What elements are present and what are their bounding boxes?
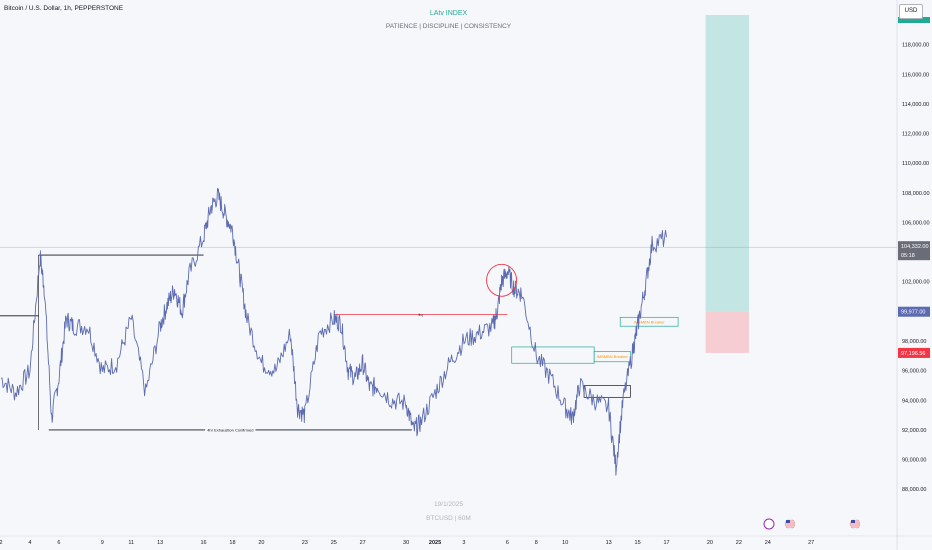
watermark-date: 19/1/2025 bbox=[434, 501, 463, 508]
stop-price-tag: 97,196.56 bbox=[901, 351, 925, 357]
x-tick-label: 20 bbox=[258, 540, 264, 546]
current-price-tag-bg bbox=[898, 241, 930, 261]
y-tick-label: 92,000.00 bbox=[902, 428, 926, 434]
x-tick-label: 9 bbox=[101, 540, 104, 546]
y-tick-label: 90,000.00 bbox=[902, 458, 926, 464]
level-label: liq bbox=[419, 312, 423, 317]
stop-price-tag-bg bbox=[898, 347, 930, 358]
us-flag-canton bbox=[851, 520, 855, 523]
plot-background bbox=[0, 0, 897, 536]
us-flag-canton bbox=[786, 520, 790, 523]
zone-label: IMBMBN Breaker bbox=[634, 319, 666, 324]
x-tick-label: 6 bbox=[506, 540, 509, 546]
y-tick-label: 114,000.00 bbox=[902, 102, 929, 108]
crypto-event-icon[interactable] bbox=[763, 518, 775, 530]
x-tick-label: 15 bbox=[635, 540, 641, 546]
x-tick-label: 18 bbox=[229, 540, 235, 546]
indicator-title: LAtv INDEX bbox=[429, 10, 468, 17]
symbol-title[interactable]: Bitcoin / U.S. Dollar, 1h, PEPPERSTONE bbox=[4, 5, 124, 12]
x-tick-label: 27 bbox=[808, 540, 814, 546]
y-tick-label: 88,000.00 bbox=[902, 487, 926, 493]
y-tick-label: 98,000.00 bbox=[902, 339, 926, 345]
highlight-circle[interactable] bbox=[486, 263, 518, 297]
x-tick-label: 3 bbox=[462, 540, 465, 546]
zone-label: IMBMBN Breaker bbox=[597, 354, 629, 359]
current-price-tag: 104,332.00 bbox=[901, 244, 929, 250]
target-price-tag bbox=[898, 17, 930, 23]
x-tick-label: 17 bbox=[663, 540, 669, 546]
level-label-bg bbox=[205, 426, 256, 432]
zone-box[interactable] bbox=[619, 316, 679, 327]
x-tick-label: 24 bbox=[765, 540, 771, 546]
y-tick-label: 112,000.00 bbox=[902, 132, 929, 138]
y-tick-label: 116,000.00 bbox=[902, 72, 929, 78]
x-tick-label: 27 bbox=[360, 540, 366, 546]
y-tick-label: 106,000.00 bbox=[902, 220, 930, 226]
entry-price-tag-bg bbox=[898, 306, 930, 317]
stop-zone[interactable] bbox=[705, 311, 749, 353]
x-tick-label: 4 bbox=[28, 540, 31, 546]
x-tick-label: 22 bbox=[736, 540, 742, 546]
current-time-tag: 05:18 bbox=[901, 253, 915, 259]
entry-price-tag: 99,977.00 bbox=[901, 310, 925, 316]
y-tick-label: 110,000.00 bbox=[902, 161, 929, 167]
x-tick-label: 6 bbox=[57, 540, 60, 546]
price-series-line[interactable] bbox=[0, 188, 667, 476]
x-tick-label: 11 bbox=[128, 540, 134, 546]
event-icons bbox=[763, 518, 861, 530]
x-tick-label: 2025 bbox=[429, 540, 441, 546]
watermark-symbol: BTCUSD | 60M bbox=[426, 515, 471, 522]
y-tick-label: 94,000.00 bbox=[902, 398, 926, 404]
y-tick-label: 118,000.00 bbox=[902, 43, 929, 49]
x-tick-label: 20 bbox=[707, 540, 713, 546]
x-tick-label: 13 bbox=[606, 540, 612, 546]
level-label: 4hr Exhaustion Confirmed bbox=[207, 427, 253, 432]
target-zone[interactable] bbox=[705, 15, 749, 312]
x-tick-label: 25 bbox=[331, 540, 337, 546]
x-tick-label: 8 bbox=[535, 540, 538, 546]
y-tick-label: 108,000.00 bbox=[902, 191, 930, 197]
x-tick-label: 16 bbox=[200, 540, 206, 546]
y-tick-label: 102,000.00 bbox=[902, 280, 930, 286]
x-tick-label: 13 bbox=[157, 540, 163, 546]
x-tick-label: 30 bbox=[403, 540, 409, 546]
indicator-subtitle: PATIENCE | DISCIPLINE | CONSISTENCY bbox=[385, 23, 512, 30]
currency-button[interactable]: USD bbox=[899, 4, 923, 19]
y-tick-label: 96,000.00 bbox=[902, 369, 926, 375]
x-tick-label: 23 bbox=[302, 540, 308, 546]
x-tick-label: 10 bbox=[562, 540, 568, 546]
x-tick-label: 2 bbox=[0, 540, 3, 546]
